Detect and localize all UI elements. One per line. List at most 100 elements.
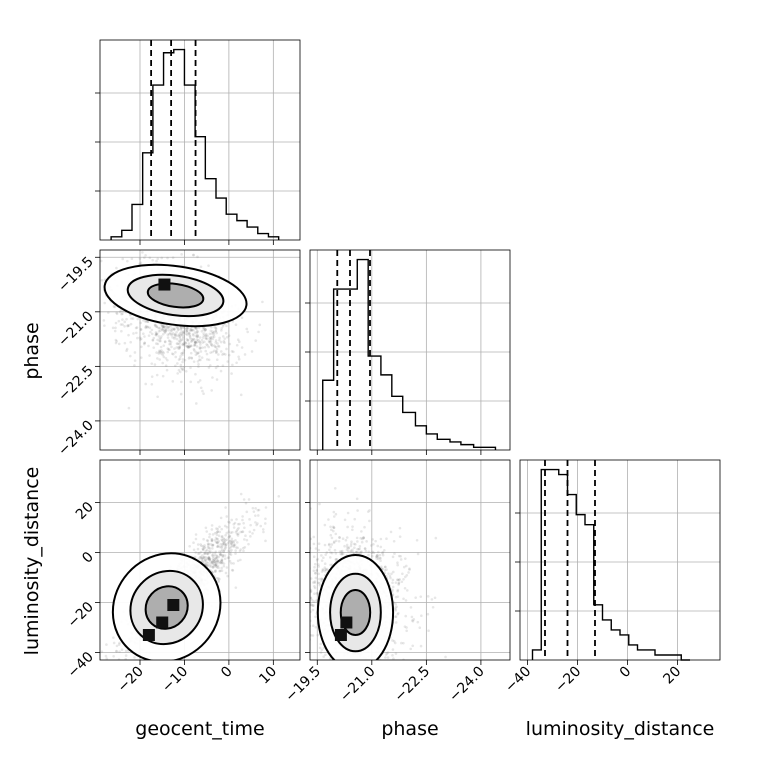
scatter-point — [217, 555, 221, 559]
scatter-point — [202, 332, 205, 335]
scatter-point — [214, 351, 218, 355]
scatter-point — [339, 552, 342, 556]
scatter-point — [379, 537, 383, 541]
scatter-point — [314, 576, 318, 580]
scatter-point — [220, 545, 224, 548]
scatter-point — [344, 538, 348, 542]
scatter-point — [189, 329, 193, 332]
scatter-point — [345, 543, 349, 547]
scatter-point — [228, 559, 232, 563]
scatter-point — [180, 330, 183, 334]
scatter-point — [293, 669, 296, 672]
scatter-point — [125, 347, 129, 351]
scatter-point — [177, 342, 181, 346]
scatter-point — [189, 351, 193, 355]
scatter-point — [192, 541, 195, 545]
scatter-point — [356, 667, 359, 670]
scatter-point — [310, 507, 312, 510]
scatter-point — [370, 554, 374, 558]
scatter-point — [315, 568, 319, 572]
scatter-point — [198, 555, 202, 559]
scatter-point — [203, 327, 206, 330]
scatter-point — [220, 559, 223, 563]
scatter-point — [306, 545, 309, 548]
scatter-point — [391, 639, 394, 642]
scatter-point — [198, 355, 201, 358]
scatter-point — [190, 329, 194, 332]
scatter-point — [310, 588, 312, 592]
scatter-point — [382, 549, 386, 552]
scatter-point — [177, 334, 181, 338]
scatter-point — [157, 352, 161, 355]
scatter-point — [312, 542, 316, 546]
scatter-point — [150, 332, 154, 336]
x-tick-label: 10 — [256, 664, 280, 688]
scatter-point — [324, 568, 327, 571]
scatter-point — [247, 542, 250, 546]
scatter-point — [194, 341, 198, 345]
scatter-point — [211, 558, 215, 562]
scatter-point — [114, 661, 117, 664]
scatter-point — [374, 689, 377, 692]
x-tick-label: −24.0 — [446, 664, 488, 706]
scatter-point — [247, 498, 251, 501]
scatter-point — [234, 323, 238, 327]
scatter-point — [341, 552, 345, 556]
scatter-point — [396, 578, 399, 582]
scatter-point — [184, 328, 187, 331]
scatter-point — [209, 337, 213, 341]
scatter-point — [313, 586, 317, 590]
scatter-point — [209, 550, 212, 553]
scatter-point — [196, 340, 199, 344]
scatter-point — [433, 596, 437, 600]
scatter-point — [175, 326, 179, 330]
scatter-point — [213, 539, 217, 542]
y-tick-label: −20 — [65, 599, 97, 631]
x-axis-label-geocent-time: geocent_time — [135, 718, 264, 740]
scatter-point — [194, 537, 198, 541]
scatter-point — [187, 342, 191, 345]
scatter-point — [329, 545, 332, 549]
scatter-point — [216, 559, 220, 562]
contour-line-level-1 — [111, 552, 222, 660]
scatter-point — [221, 353, 224, 356]
scatter-point — [196, 255, 199, 259]
scatter-point — [383, 565, 387, 569]
scatter-point — [121, 318, 124, 321]
scatter-point — [200, 556, 203, 560]
scatter-point — [127, 324, 131, 327]
scatter-point — [217, 344, 220, 348]
scatter-point — [264, 506, 268, 509]
scatter-point — [211, 330, 214, 333]
scatter-point — [332, 526, 336, 530]
scatter-point — [223, 337, 227, 340]
scatter-point — [241, 530, 245, 534]
density-peak — [167, 599, 180, 611]
scatter-point — [404, 599, 408, 602]
panel-contents — [100, 251, 264, 410]
scatter-point — [334, 539, 338, 543]
scatter-point — [334, 558, 338, 561]
scatter-point — [378, 556, 381, 560]
scatter-point — [198, 347, 202, 350]
scatter-point — [144, 325, 147, 329]
scatter-point — [332, 540, 336, 544]
scatter-point — [231, 363, 234, 367]
scatter-point — [158, 358, 161, 361]
scatter-point — [205, 561, 208, 564]
scatter-point — [117, 658, 121, 660]
scatter-point — [160, 352, 163, 355]
scatter-point — [327, 543, 331, 547]
scatter-point — [269, 574, 272, 577]
scatter-point — [129, 322, 133, 326]
scatter-point — [180, 326, 183, 329]
scatter-point — [346, 525, 349, 529]
scatter-point — [127, 406, 131, 410]
scatter-point — [344, 662, 347, 665]
scatter-point — [385, 652, 389, 655]
scatter-point — [230, 372, 233, 375]
scatter-point — [251, 506, 255, 510]
scatter-point — [334, 552, 338, 555]
scatter-point — [349, 550, 353, 554]
scatter-point — [179, 392, 183, 396]
